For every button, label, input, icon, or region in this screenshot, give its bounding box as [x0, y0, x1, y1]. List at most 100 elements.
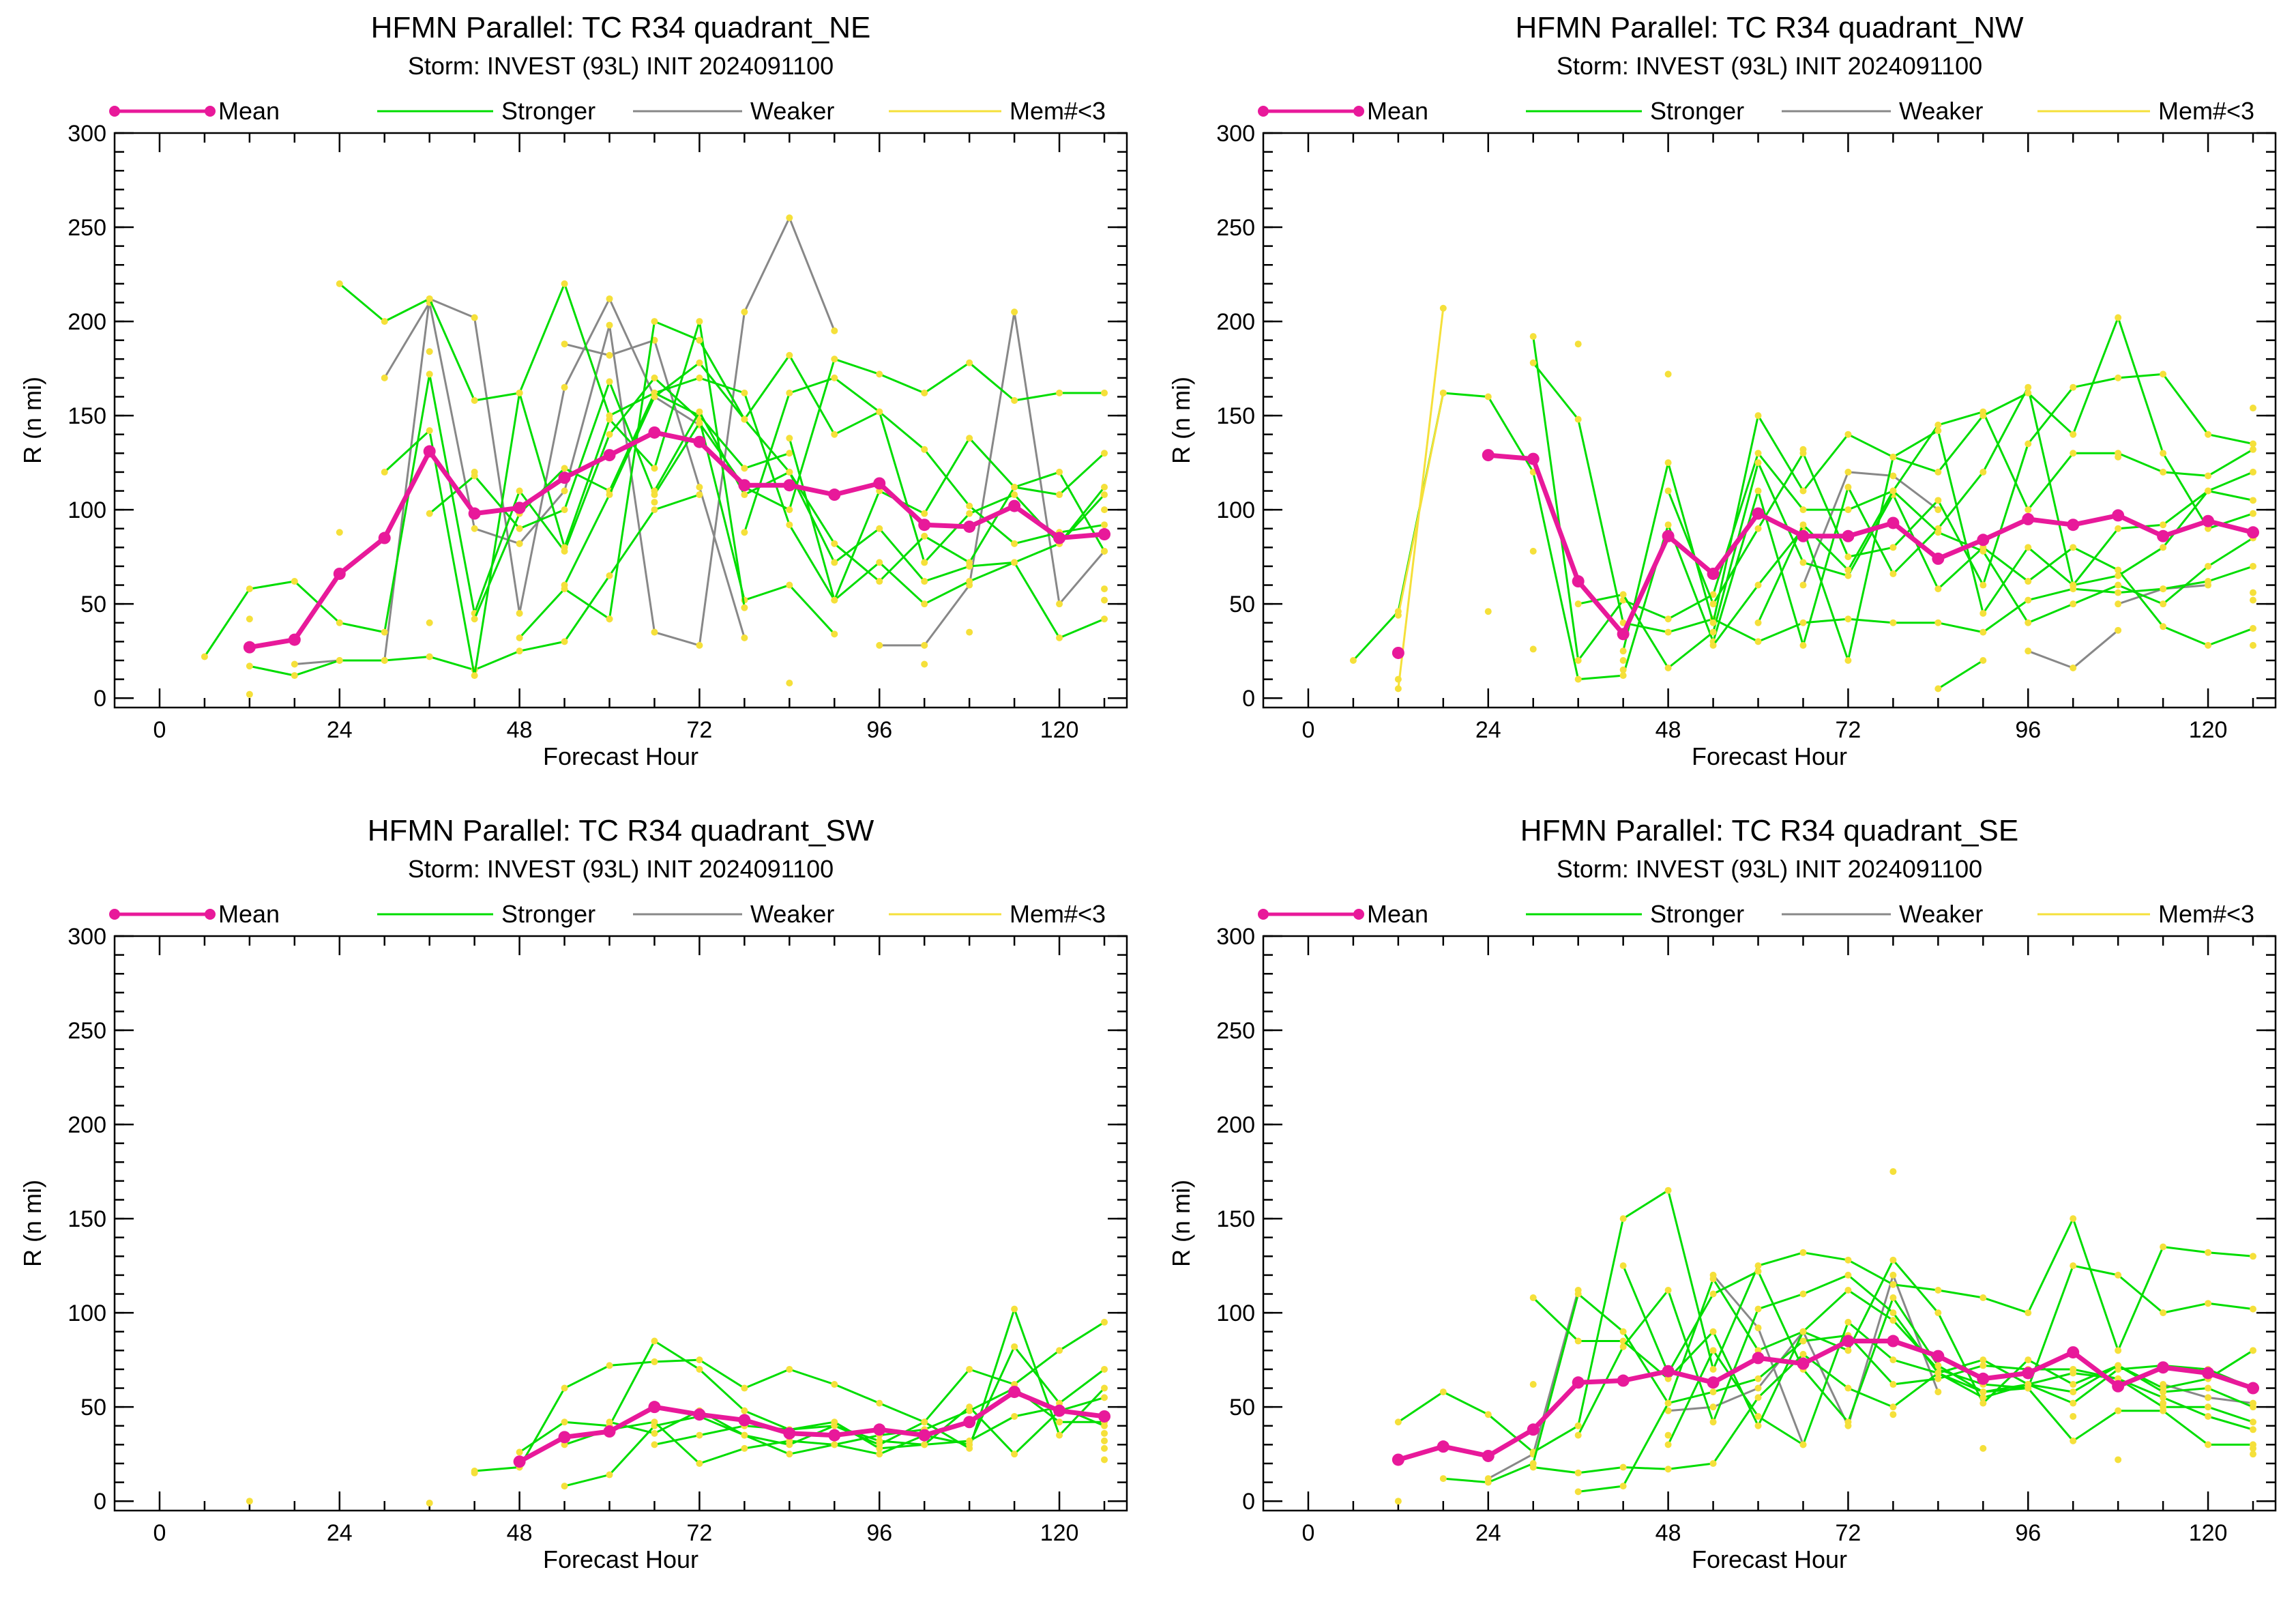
data-point-stronger	[2205, 578, 2212, 585]
data-point-stronger	[606, 378, 613, 385]
data-point-mem	[246, 1498, 253, 1505]
series-line-stronger	[518, 1308, 1106, 1453]
data-point-mem	[246, 615, 253, 623]
data-point-stronger	[336, 280, 343, 287]
data-point-mem	[2250, 589, 2257, 596]
data-point-stronger	[876, 559, 883, 566]
data-point-stronger	[2250, 1418, 2257, 1426]
data-point-stronger	[921, 1441, 928, 1448]
data-point-weaker	[1056, 600, 1063, 608]
y-tick-label: 0	[93, 1489, 106, 1515]
data-point-mem	[1101, 506, 1108, 514]
data-point-stronger	[1574, 600, 1582, 608]
data-point-stronger	[786, 1451, 793, 1458]
data-point-stronger	[1619, 619, 1627, 626]
data-point-stronger	[1101, 1318, 1108, 1326]
y-tick-label: 250	[1216, 1018, 1255, 1044]
data-point-stronger	[2115, 1362, 2122, 1369]
data-point-stronger	[696, 408, 703, 416]
data-point-stronger	[2250, 446, 2257, 453]
legend-label-stronger: Stronger	[501, 97, 595, 125]
chart-title: HFMN Parallel: TC R34 quadrant_SW	[368, 814, 874, 847]
data-point-stronger	[1934, 468, 1942, 476]
data-point-stronger	[561, 506, 568, 514]
chart-subtitle: Storm: INVEST (93L) INIT 2024091100	[1557, 52, 1982, 80]
data-point-stronger	[1799, 1328, 1807, 1335]
data-point-stronger	[1709, 619, 1717, 626]
series-line-weaker	[2027, 629, 2119, 669]
data-point-stronger	[2160, 600, 2167, 608]
data-point-mean	[828, 489, 841, 501]
data-point-stronger	[741, 1444, 748, 1452]
data-point-weaker	[561, 383, 568, 391]
data-point-stronger	[1011, 1305, 1018, 1313]
data-point-mean	[738, 1414, 751, 1427]
data-point-stronger	[1056, 1431, 1063, 1439]
data-point-stronger	[606, 1471, 613, 1479]
data-point-stronger	[1754, 1412, 1762, 1420]
data-point-stronger	[2250, 497, 2257, 504]
data-point-mem	[2250, 641, 2257, 649]
data-point-stronger	[921, 446, 928, 453]
data-point-mean	[2112, 509, 2125, 522]
data-point-weaker	[831, 327, 838, 334]
y-tick-label: 150	[1216, 403, 1255, 429]
data-point-stronger	[876, 1399, 883, 1407]
data-point-mean	[288, 633, 301, 646]
data-point-mean	[2247, 1382, 2260, 1395]
data-point-stronger	[426, 427, 433, 435]
y-tick-label: 100	[1216, 497, 1255, 523]
data-point-stronger	[1574, 1488, 1582, 1496]
x-axis-label: Forecast Hour	[543, 742, 698, 770]
data-point-mean	[603, 449, 616, 462]
data-point-stronger	[2070, 1381, 2077, 1388]
series-line-mean	[249, 430, 1105, 650]
data-point-stronger	[561, 280, 568, 287]
data-point-stronger	[741, 1384, 748, 1392]
data-point-stronger	[246, 662, 253, 670]
series-line-mean	[518, 1389, 1105, 1464]
data-point-weaker	[561, 487, 568, 495]
data-point-mean	[873, 1423, 886, 1436]
plot-frame	[1262, 132, 2277, 709]
data-point-stronger	[336, 656, 343, 664]
data-point-mean	[2067, 519, 2080, 531]
series-line-stronger	[788, 437, 1106, 602]
legend-marker-mean	[205, 106, 216, 117]
data-point-stronger	[1101, 484, 1108, 491]
data-point-stronger	[516, 389, 523, 396]
data-point-mean	[918, 1429, 931, 1442]
chart-panel-2: HFMN Parallel: TC R34 quadrant_SW Storm: …	[18, 814, 1128, 1573]
series-line-stronger	[249, 493, 700, 677]
data-point-stronger	[2025, 506, 2032, 514]
data-point-stronger	[651, 1337, 658, 1345]
data-point-stronger	[1011, 1451, 1018, 1458]
x-tick-label: 24	[1475, 717, 1501, 743]
data-point-stronger	[741, 389, 748, 396]
data-point-mean	[1572, 1376, 1585, 1389]
legend: Mean Stronger Weaker Mem#<3	[109, 97, 1106, 125]
data-point-mean	[1707, 1376, 1720, 1389]
data-point-mem	[1664, 1431, 1672, 1439]
data-point-mean	[693, 435, 706, 448]
data-point-stronger	[1934, 421, 1942, 428]
series-line-stronger	[1937, 659, 1984, 690]
x-axis-label: Forecast Hour	[1692, 1545, 1847, 1573]
data-point-stronger	[1101, 491, 1108, 499]
data-point-stronger	[2160, 1388, 2167, 1396]
x-tick-label: 120	[2189, 1520, 2228, 1546]
data-point-stronger	[1619, 647, 1627, 655]
data-point-stronger	[876, 1444, 883, 1452]
data-point-stronger	[696, 1365, 703, 1373]
data-point-stronger	[2070, 383, 2077, 391]
data-point-stronger	[1754, 1394, 1762, 1401]
data-point-stronger	[2070, 600, 2077, 608]
data-point-stronger	[2160, 521, 2167, 529]
data-point-stronger	[876, 578, 883, 585]
data-point-stronger	[1664, 1287, 1672, 1294]
x-tick-label: 72	[687, 717, 713, 743]
data-point-weaker	[1934, 506, 1942, 514]
data-point-stronger	[471, 672, 478, 680]
data-point-stronger	[741, 529, 748, 536]
